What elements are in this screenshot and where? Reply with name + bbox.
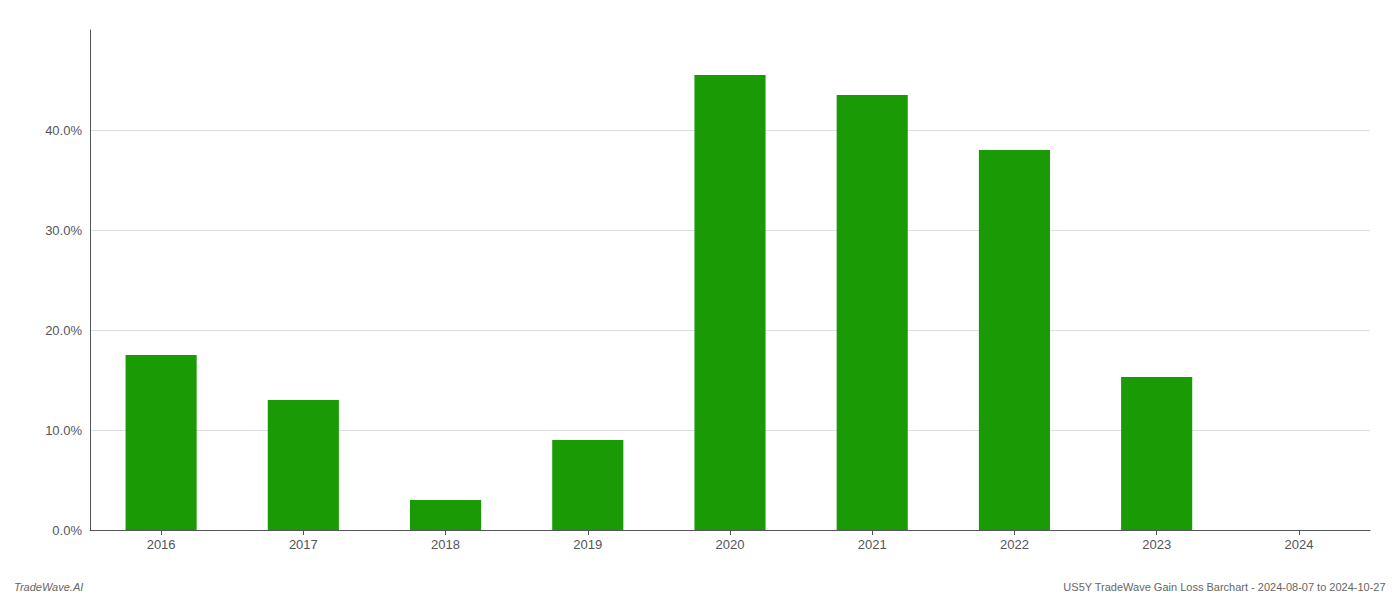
svg-text:2020: 2020: [716, 537, 745, 552]
svg-text:TradeWave.AI: TradeWave.AI: [14, 581, 83, 593]
svg-text:30.0%: 30.0%: [45, 223, 82, 238]
svg-text:20.0%: 20.0%: [45, 323, 82, 338]
svg-text:US5Y TradeWave Gain Loss Barch: US5Y TradeWave Gain Loss Barchart - 2024…: [1063, 581, 1385, 593]
svg-text:2021: 2021: [858, 537, 887, 552]
svg-text:2017: 2017: [289, 537, 318, 552]
svg-text:0.0%: 0.0%: [52, 523, 82, 538]
svg-text:2022: 2022: [1000, 537, 1029, 552]
svg-text:2023: 2023: [1142, 537, 1171, 552]
svg-text:40.0%: 40.0%: [45, 123, 82, 138]
svg-text:2019: 2019: [573, 537, 602, 552]
svg-text:2018: 2018: [431, 537, 460, 552]
svg-text:2016: 2016: [147, 537, 176, 552]
svg-text:2024: 2024: [1284, 537, 1313, 552]
svg-text:10.0%: 10.0%: [45, 423, 82, 438]
